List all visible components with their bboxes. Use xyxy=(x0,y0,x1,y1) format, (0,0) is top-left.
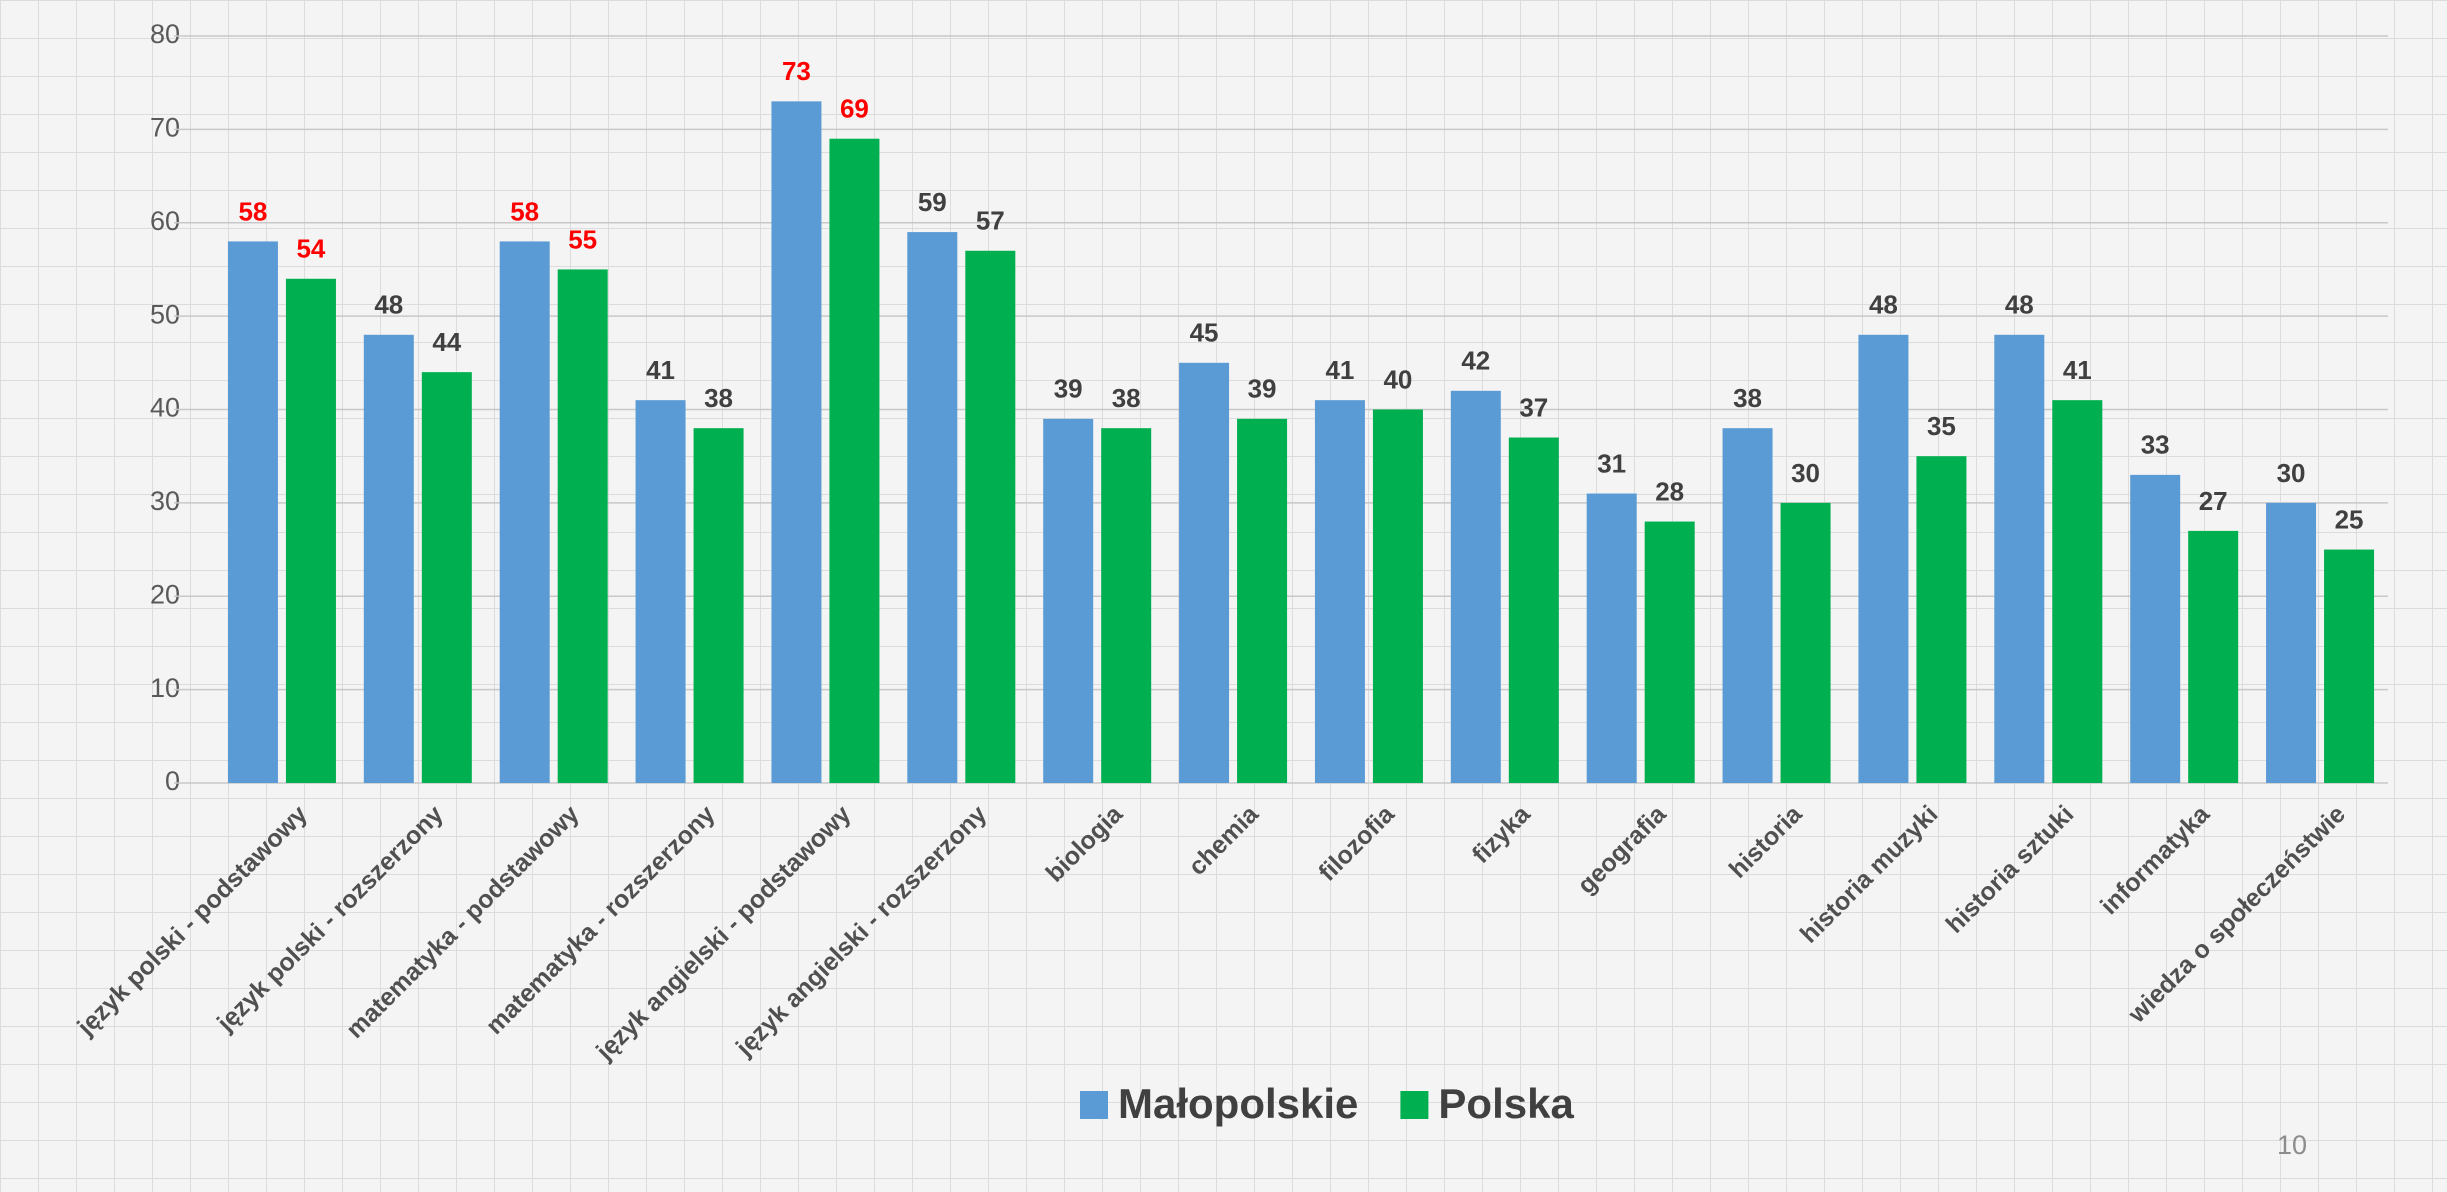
data-label: 42 xyxy=(1461,346,1490,376)
data-label: 33 xyxy=(2141,430,2170,460)
x-tick-label: matematyka - podstawowy xyxy=(341,800,585,1044)
data-label: 41 xyxy=(646,355,675,385)
x-tick-label: wiedza o społeczeństwie xyxy=(2122,800,2351,1029)
data-label: 48 xyxy=(374,290,403,320)
bar xyxy=(1780,502,1831,783)
x-tick-label: język polski - podstawowy xyxy=(71,800,313,1042)
x-tick-label: chemia xyxy=(1183,799,1264,880)
data-label: 59 xyxy=(918,187,947,217)
data-label: 69 xyxy=(840,94,869,124)
x-tick-label: biologia xyxy=(1041,799,1129,887)
bar xyxy=(1179,362,1230,783)
data-label: 41 xyxy=(1325,355,1354,385)
bar xyxy=(1043,418,1094,783)
legend-swatch xyxy=(1080,1091,1108,1119)
x-tick-label: język angielski - rozszerzony xyxy=(730,800,992,1062)
data-label: 54 xyxy=(296,234,325,264)
data-label: 57 xyxy=(976,206,1005,236)
data-label: 45 xyxy=(1190,318,1219,348)
data-label: 58 xyxy=(510,196,539,226)
bar xyxy=(2130,474,2181,783)
y-tick-label: 40 xyxy=(150,393,180,423)
x-tick-label: historia xyxy=(1724,799,1808,883)
data-label: 28 xyxy=(1655,476,1684,506)
data-label: 25 xyxy=(2335,504,2364,534)
bar xyxy=(363,334,414,783)
data-label: 27 xyxy=(2199,486,2228,516)
bar xyxy=(1916,456,1967,783)
data-label: 55 xyxy=(568,224,597,254)
data-label: 39 xyxy=(1248,374,1277,404)
bar xyxy=(1644,521,1695,783)
data-label: 48 xyxy=(2005,290,2034,320)
data-label: 31 xyxy=(1597,448,1626,478)
x-tick-label: język polski - rozszerzony xyxy=(211,800,449,1038)
bar xyxy=(557,269,608,783)
y-tick-label: 50 xyxy=(150,299,180,329)
data-label: 35 xyxy=(1927,411,1956,441)
bar xyxy=(1237,418,1288,783)
y-tick-label: 30 xyxy=(150,486,180,516)
x-tick-label: informatyka xyxy=(2095,799,2216,920)
data-label: 40 xyxy=(1383,364,1412,394)
bar xyxy=(1314,400,1365,783)
legend-label: Małopolskie xyxy=(1118,1080,1358,1127)
bar xyxy=(285,278,336,783)
bar xyxy=(771,101,822,784)
bar xyxy=(227,241,278,784)
x-tick-label: matematyka - rozszerzony xyxy=(481,800,721,1040)
x-tick-label: historia muzyki xyxy=(1795,800,1943,948)
bar xyxy=(421,372,472,783)
data-label: 30 xyxy=(2277,458,2306,488)
data-label: 73 xyxy=(782,56,811,86)
page-number: 10 xyxy=(2277,1130,2307,1160)
x-tick-label: fizyka xyxy=(1467,799,1537,869)
y-tick-label: 60 xyxy=(150,206,180,236)
legend-swatch xyxy=(1400,1091,1429,1119)
data-label: 58 xyxy=(238,196,267,226)
bar xyxy=(907,232,958,783)
bar xyxy=(2266,502,2317,783)
bar xyxy=(1372,409,1423,783)
y-tick-label: 70 xyxy=(150,113,180,143)
bar xyxy=(693,428,744,783)
bar xyxy=(2188,530,2239,783)
bar xyxy=(2324,549,2375,783)
x-tick-label: geografia xyxy=(1572,799,1672,899)
data-label: 30 xyxy=(1791,458,1820,488)
data-label: 39 xyxy=(1054,374,1083,404)
y-tick-label: 0 xyxy=(165,766,180,796)
x-tick-label: historia sztuki xyxy=(1941,800,2080,939)
y-tick-label: 80 xyxy=(150,19,180,49)
bar xyxy=(1508,437,1559,783)
data-label: 41 xyxy=(2063,355,2092,385)
bar xyxy=(1101,428,1152,783)
data-label: 44 xyxy=(432,327,461,357)
x-tick-label: filozofia xyxy=(1313,799,1400,886)
data-label: 38 xyxy=(1112,383,1141,413)
y-tick-label: 20 xyxy=(150,579,180,609)
bar xyxy=(635,400,686,783)
bar xyxy=(1994,334,2045,783)
bar xyxy=(499,241,550,784)
bar xyxy=(965,250,1016,783)
data-label: 38 xyxy=(1733,383,1762,413)
x-tick-label: język angielski - podstawowy xyxy=(590,800,856,1066)
bar xyxy=(1450,390,1501,783)
bar xyxy=(2052,400,2103,783)
bar xyxy=(1858,334,1909,783)
y-tick-label: 10 xyxy=(150,673,180,703)
data-label: 38 xyxy=(704,383,733,413)
bar xyxy=(1586,493,1637,783)
data-label: 48 xyxy=(1869,290,1898,320)
bar xyxy=(1722,428,1773,783)
bar xyxy=(829,138,880,783)
data-label: 37 xyxy=(1519,392,1548,422)
legend-label: Polska xyxy=(1438,1080,1574,1127)
